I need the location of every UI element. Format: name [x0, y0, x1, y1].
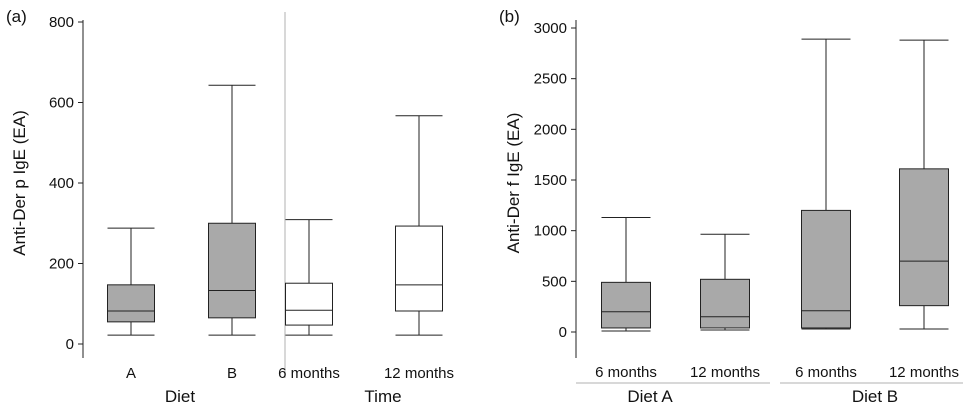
category-label: 6 months — [795, 364, 857, 381]
category-label: 6 months — [595, 364, 657, 381]
iqr-box — [700, 278, 750, 329]
y-tick-label: 3000 — [534, 20, 567, 37]
y-tick-label: 1500 — [534, 172, 567, 189]
y-tick-label: 600 — [49, 95, 74, 112]
y-tick-label: 0 — [66, 336, 74, 353]
iqr-box — [285, 282, 333, 326]
category-label: 6 months — [278, 365, 340, 382]
y-tick-label: 800 — [49, 14, 74, 31]
box-1 — [601, 216, 651, 332]
box-3 — [801, 38, 851, 330]
y-axis-label: Anti-Der p IgE (EA) — [10, 110, 29, 256]
category-label: B — [227, 365, 237, 382]
iqr-box — [899, 168, 949, 307]
box-2 — [700, 233, 750, 331]
iqr-box — [395, 225, 443, 312]
group-label: Diet B — [852, 387, 898, 406]
iqr-box — [107, 284, 155, 323]
box-4 — [395, 115, 443, 336]
y-tick-label: 1000 — [534, 223, 567, 240]
iqr-box — [801, 209, 851, 329]
box-2 — [208, 84, 256, 336]
y-tick-label: 2500 — [534, 71, 567, 88]
chart-panel-a: (a) 0 200 400 600 800 Anti-Der p IgE (EA) A B 6 m… — [6, 7, 454, 406]
iqr-box — [208, 222, 256, 319]
iqr-box — [601, 281, 651, 329]
group-label: Time — [364, 387, 401, 406]
category-label: A — [126, 365, 136, 382]
y-axis-label: Anti-Der f IgE (EA) — [504, 113, 523, 254]
group-label: Diet — [165, 387, 196, 406]
panel-label: (a) — [6, 7, 27, 26]
y-tick-label: 2000 — [534, 121, 567, 138]
y-tick-label: 0 — [559, 324, 567, 341]
box-4 — [899, 39, 949, 330]
chart-panel-b: (b) 0 500 1000 1500 2000 2500 3000 Anti-Der f Ig… — [499, 7, 963, 406]
group-label: Diet A — [627, 387, 673, 406]
y-tick-label: 500 — [542, 273, 567, 290]
category-label: 12 months — [889, 364, 959, 381]
panel-label: (b) — [499, 7, 520, 26]
y-tick-label: 400 — [49, 175, 74, 192]
y-tick-label: 200 — [49, 256, 74, 273]
box-3 — [285, 219, 333, 336]
box-1 — [107, 227, 155, 336]
category-label: 12 months — [384, 365, 454, 382]
category-label: 12 months — [690, 364, 760, 381]
